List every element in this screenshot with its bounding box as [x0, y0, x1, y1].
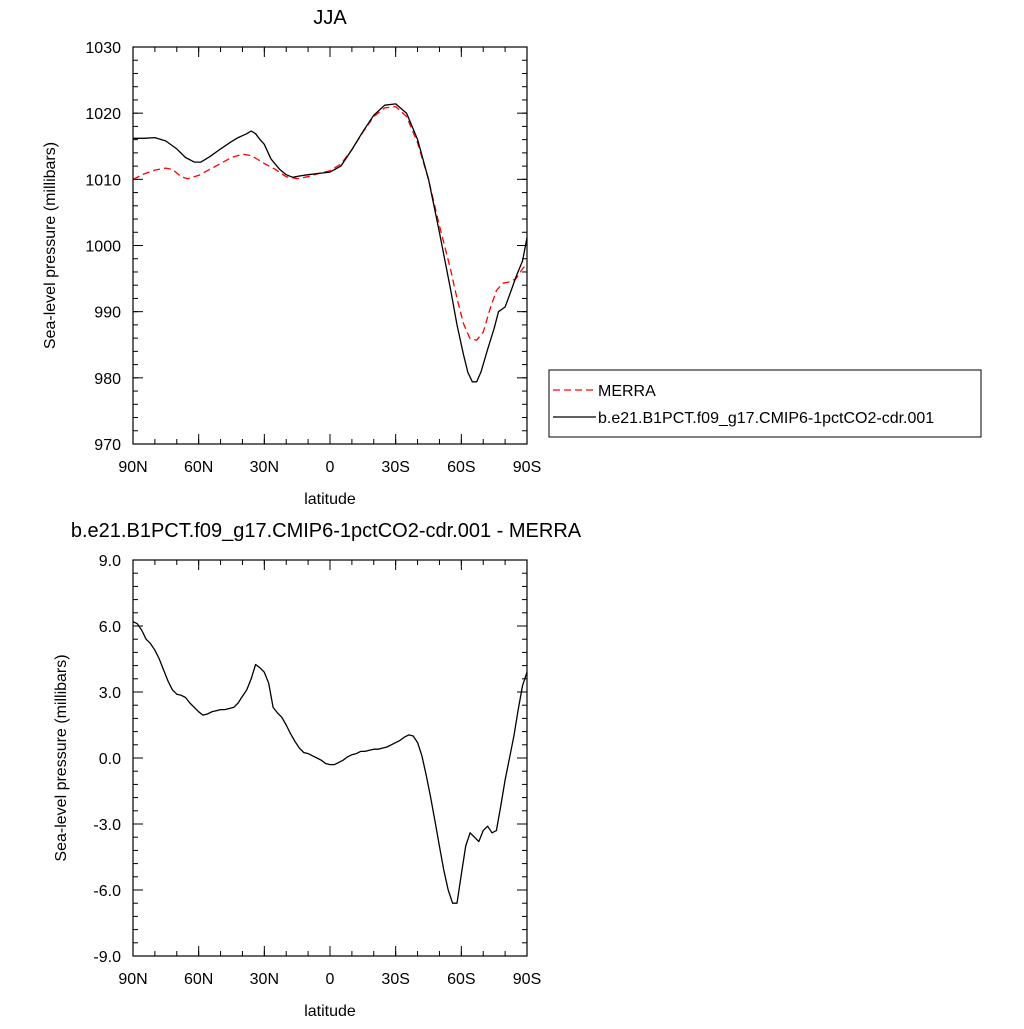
- y-tick-label: 1030: [85, 40, 121, 57]
- x-axis-label: latitude: [304, 491, 356, 508]
- x-tick-label: 90N: [118, 971, 147, 988]
- y-tick-label: 0.0: [99, 751, 121, 768]
- x-tick-label: 60S: [447, 971, 475, 988]
- y-tick-label: 1000: [85, 239, 121, 256]
- major-ticks: [132, 46, 528, 445]
- y-tick-label: 980: [94, 371, 121, 388]
- x-tick-label: 30S: [381, 971, 409, 988]
- plot-frame: [132, 559, 528, 957]
- x-axis-label: latitude: [304, 1003, 356, 1020]
- y-tick-label: 990: [94, 305, 121, 322]
- major-ticks: [132, 559, 528, 957]
- legend: MERRA b.e21.B1PCT.f09_g17.CMIP6-1pctCO2-c…: [548, 369, 982, 438]
- y-tick-label: 1010: [85, 172, 121, 189]
- x-tick-label: 0: [326, 459, 335, 476]
- minor-ticks: [132, 559, 528, 957]
- y-tick-label: 9.0: [99, 553, 121, 570]
- chart-title: JJA: [313, 7, 347, 29]
- y-tick-label: -9.0: [93, 949, 121, 966]
- y-axis-label: Sea-level pressure (millibars): [42, 142, 59, 349]
- series-line-b-e21-b1pct-f09-g17-cmip6-1pctco2-cdr-001: [133, 103, 528, 383]
- chart-title: b.e21.B1PCT.f09_g17.CMIP6-1pctCO2-cdr.00…: [71, 520, 582, 542]
- minor-ticks: [132, 46, 528, 445]
- chart-panel-2: b.e21.B1PCT.f09_g17.CMIP6-1pctCO2-cdr.00…: [53, 520, 582, 1020]
- legend-box: [548, 369, 982, 438]
- series-line-merra: [132, 105, 528, 341]
- plot-frame: [132, 46, 528, 445]
- x-tick-label: 90N: [118, 459, 147, 476]
- x-tick-label: 30N: [250, 459, 279, 476]
- x-tick-label: 60N: [184, 459, 213, 476]
- x-tick-label: 30S: [381, 459, 409, 476]
- chart-panel-1: JJA 90N 60N 30N 0 30S 60S 90S 970 980 990 1000 1010 1…: [42, 7, 982, 508]
- x-tick-label: 60S: [447, 459, 475, 476]
- y-tick-label: 970: [94, 437, 121, 454]
- y-tick-label: 3.0: [99, 685, 121, 702]
- x-tick-label: 30N: [250, 971, 279, 988]
- x-tick-label: 90S: [513, 971, 541, 988]
- legend-label: MERRA: [598, 383, 656, 400]
- legend-label: b.e21.B1PCT.f09_g17.CMIP6-1pctCO2-cdr.00…: [598, 410, 934, 427]
- series-line-difference: [132, 621, 528, 904]
- y-tick-label: 1020: [85, 106, 121, 123]
- y-axis-label: Sea-level pressure (millibars): [53, 654, 70, 861]
- y-tick-label: -3.0: [93, 817, 121, 834]
- x-tick-label: 60N: [184, 971, 213, 988]
- y-tick-label: -6.0: [93, 883, 121, 900]
- x-tick-label: 90S: [513, 459, 541, 476]
- y-tick-label: 6.0: [99, 619, 121, 636]
- x-tick-label: 0: [326, 971, 335, 988]
